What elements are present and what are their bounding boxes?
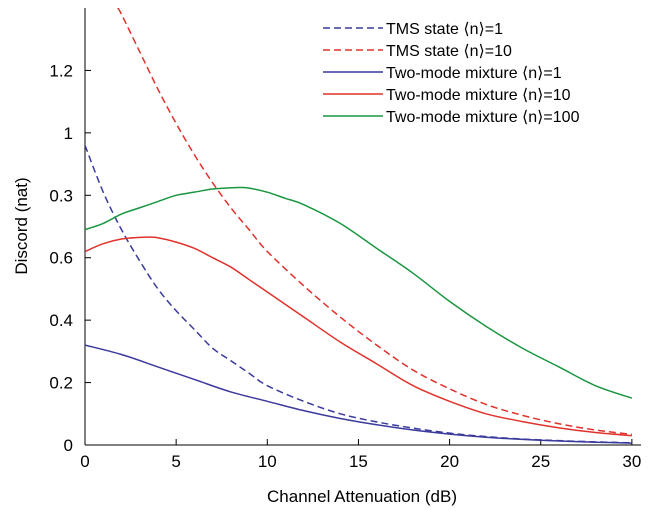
y-tick-label: 1.2 xyxy=(49,61,73,80)
x-tick-label: 25 xyxy=(531,452,550,471)
legend-label-2: Two-mode mixture ⟨n⟩=1 xyxy=(386,65,562,82)
x-tick-label: 5 xyxy=(171,452,180,471)
x-tick-label: 30 xyxy=(622,452,641,471)
series-line-1 xyxy=(117,8,632,436)
series-line-0 xyxy=(85,145,632,444)
y-ticks: 0 0.2 0.4 0.6 0.3 1 1.2 xyxy=(49,61,91,455)
y-tick-label: 0.3 xyxy=(49,186,73,205)
legend: TMS state ⟨n⟩=1 TMS state ⟨n⟩=10 Two-mode … xyxy=(323,21,580,126)
y-tick-label: 0.4 xyxy=(49,311,73,330)
legend-label-3: Two-mode mixture ⟨n⟩=10 xyxy=(386,87,571,104)
series-group xyxy=(85,8,633,444)
x-tick-label: 20 xyxy=(440,452,459,471)
legend-label-4: Two-mode mixture ⟨n⟩=100 xyxy=(386,109,580,126)
legend-label-0: TMS state ⟨n⟩=1 xyxy=(386,21,503,38)
x-tick-label: 0 xyxy=(80,452,89,471)
y-tick-label: 0.2 xyxy=(49,374,73,393)
x-tick-label: 15 xyxy=(349,452,368,471)
y-axis-label: Discord (nat) xyxy=(12,177,31,274)
y-tick-label: 0.6 xyxy=(49,249,73,268)
legend-label-1: TMS state ⟨n⟩=10 xyxy=(386,43,512,60)
y-tick-label: 0 xyxy=(64,436,73,455)
series-line-3 xyxy=(85,236,632,437)
series-line-2 xyxy=(85,344,632,444)
series-line-4 xyxy=(85,186,633,399)
y-tick-label: 1 xyxy=(64,124,73,143)
x-tick-label: 10 xyxy=(258,452,277,471)
x-ticks: 0 5 10 15 20 25 30 xyxy=(80,439,641,471)
x-axis-label: Channel Attenuation (dB) xyxy=(267,487,457,506)
axes xyxy=(84,8,641,446)
